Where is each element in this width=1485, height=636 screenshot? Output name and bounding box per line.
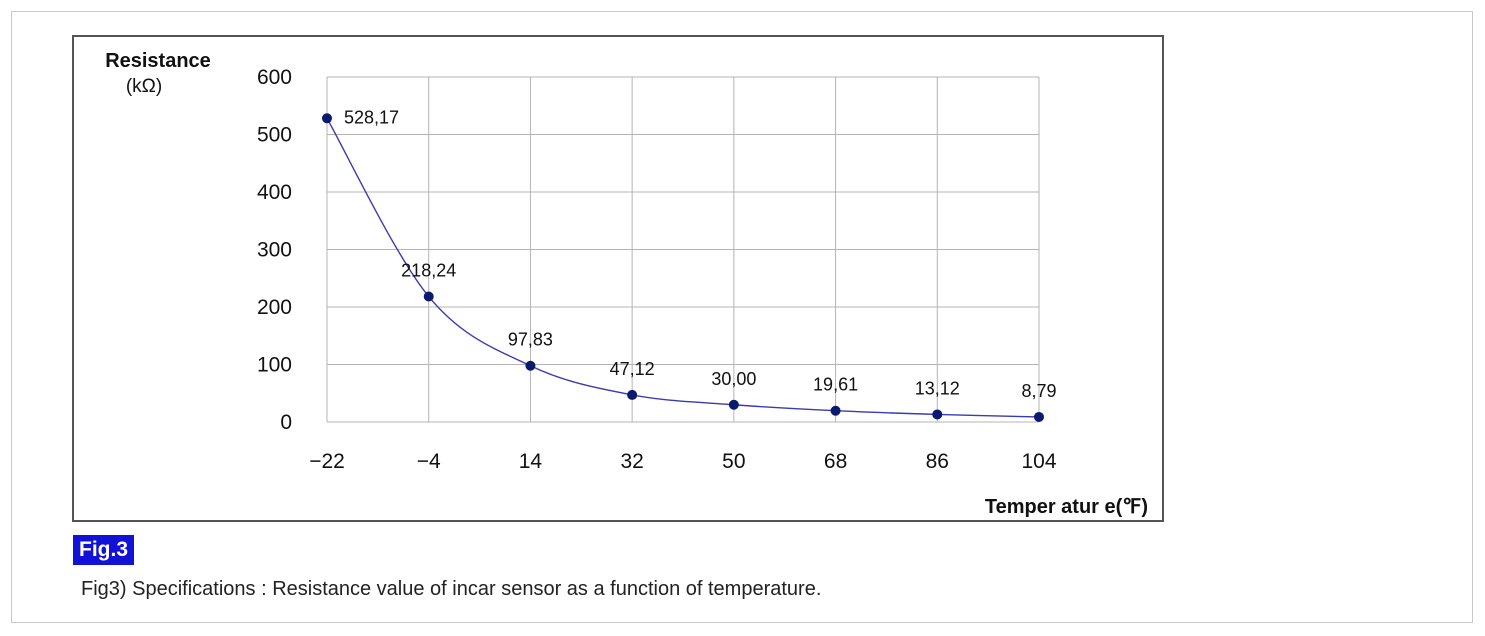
figure-container — [11, 11, 1473, 623]
x-tick-label: 104 — [1021, 450, 1056, 473]
data-label: 218,24 — [401, 261, 456, 281]
x-tick-label: −4 — [417, 450, 441, 473]
data-point — [830, 405, 841, 416]
data-point — [932, 409, 943, 420]
y-axis-unit: (kΩ) — [126, 76, 162, 97]
data-point — [322, 113, 332, 124]
x-axis-title: Temper atur e(℉) — [985, 496, 1148, 518]
y-tick-label: 400 — [257, 181, 292, 204]
chart-frame: 528,17 218,24 97,83 47,12 30,00 19,61 13,12 8,7… — [72, 35, 1164, 522]
data-label: 13,12 — [915, 378, 960, 398]
data-label: 97,83 — [508, 330, 553, 350]
x-tick-label: 50 — [722, 450, 745, 473]
y-tick-label: 0 — [280, 411, 292, 434]
x-tick-label: 14 — [519, 450, 543, 473]
data-label: 528,17 — [344, 107, 399, 127]
data-label: 30,00 — [711, 369, 756, 389]
y-axis-title: Resistance — [105, 50, 211, 72]
data-label: 8,79 — [1021, 381, 1056, 401]
data-label: 47,12 — [610, 359, 655, 379]
y-tick-label: 500 — [257, 124, 292, 147]
figure-caption: Fig3) Specifications : Resistance value … — [81, 578, 822, 600]
x-tick-label: 32 — [620, 450, 643, 473]
data-label: 19,61 — [813, 375, 858, 395]
data-point — [728, 399, 739, 410]
resistance-temperature-chart: 528,17 218,24 97,83 47,12 30,00 19,61 13,12 8,7… — [105, 50, 1148, 518]
data-point — [1034, 411, 1044, 422]
x-tick-label: 68 — [824, 450, 847, 473]
data-point — [423, 291, 434, 302]
data-point — [627, 389, 638, 400]
y-tick-label: 300 — [257, 239, 292, 262]
figure-badge: Fig.3 — [73, 535, 135, 565]
y-tick-label: 100 — [257, 354, 292, 377]
y-tick-label: 200 — [257, 296, 292, 319]
y-tick-label: 600 — [257, 66, 292, 89]
x-tick-label: 86 — [926, 450, 949, 473]
data-point — [525, 360, 536, 371]
x-tick-label: −22 — [309, 450, 345, 473]
